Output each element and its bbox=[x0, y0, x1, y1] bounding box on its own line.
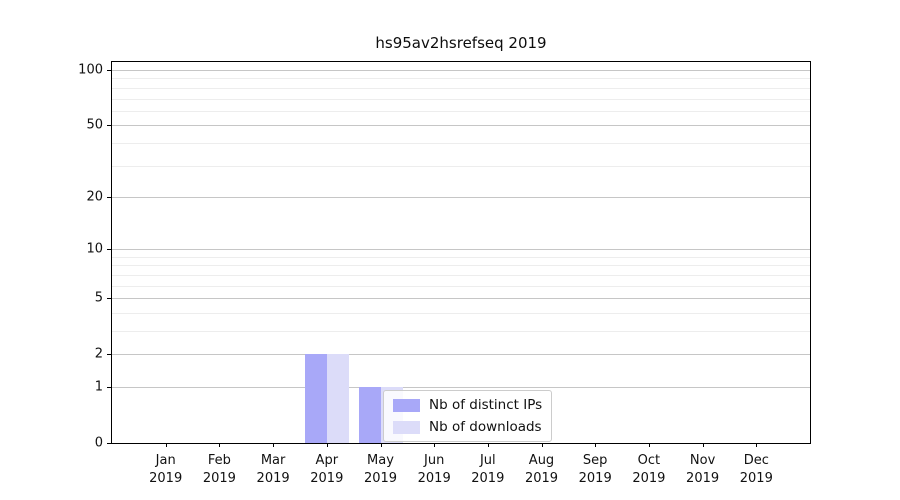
x-tick-label-line: 2019 bbox=[524, 471, 559, 486]
x-tick-label-line: May bbox=[367, 453, 394, 468]
y-tick bbox=[107, 70, 111, 71]
y-tick-label: 2 bbox=[94, 346, 103, 362]
x-tick bbox=[648, 443, 650, 447]
gridline-minor bbox=[112, 331, 810, 332]
y-tick-label: 20 bbox=[86, 189, 103, 205]
x-tick bbox=[756, 443, 758, 447]
x-tick-label: Jan 2019 bbox=[149, 452, 182, 488]
gridline-minor bbox=[112, 98, 810, 100]
x-tick-label: Feb 2019 bbox=[203, 452, 236, 488]
x-tick bbox=[595, 443, 597, 447]
x-tick-label: Apr 2019 bbox=[310, 452, 343, 488]
gridline-minor bbox=[112, 87, 810, 89]
y-tick bbox=[107, 196, 111, 198]
x-tick-label: Sep 2019 bbox=[579, 452, 612, 488]
x-tick-label-line: Aug bbox=[528, 453, 555, 468]
x-tick-label: Jul 2019 bbox=[471, 452, 504, 488]
x-tick bbox=[702, 443, 704, 447]
x-tick-label: Nov 2019 bbox=[686, 452, 719, 488]
gridline-minor bbox=[112, 142, 810, 144]
y-tick bbox=[107, 125, 111, 127]
x-tick-label-line: 2019 bbox=[471, 471, 505, 486]
y-tick bbox=[107, 443, 111, 444]
gridline-minor bbox=[112, 312, 810, 314]
x-tick bbox=[219, 443, 221, 447]
y-tick bbox=[107, 249, 111, 251]
legend-item-distinct-ips: Nb of distinct IPs bbox=[393, 397, 542, 413]
x-tick bbox=[326, 443, 328, 447]
x-tick-label: Mar 2019 bbox=[257, 452, 290, 488]
gridline-minor bbox=[112, 285, 810, 287]
chart-title: hs95av2hsrefseq 2019 bbox=[375, 34, 547, 52]
x-tick bbox=[487, 443, 489, 447]
x-tick-label-line: 2019 bbox=[739, 471, 773, 486]
legend-label-distinct-ips: Nb of distinct IPs bbox=[429, 397, 543, 413]
x-tick-label-line: Oct bbox=[637, 453, 661, 468]
gridline-minor bbox=[112, 78, 810, 80]
x-tick bbox=[434, 443, 436, 447]
gridline-major bbox=[112, 249, 810, 251]
x-tick-label: Dec 2019 bbox=[740, 452, 773, 488]
x-tick-label-line: Jul bbox=[479, 453, 496, 468]
y-tick-label: 1 bbox=[94, 379, 103, 395]
gridline-minor bbox=[112, 265, 810, 267]
gridline-major bbox=[112, 125, 810, 127]
y-tick-label: 0 bbox=[94, 435, 103, 451]
gridline-major bbox=[112, 298, 810, 300]
gridline-minor bbox=[112, 256, 810, 258]
gridline-major bbox=[112, 387, 810, 388]
legend: Nb of distinct IPs Nb of downloads bbox=[383, 390, 553, 442]
x-tick-label-line: Dec bbox=[743, 453, 769, 468]
x-tick bbox=[273, 443, 275, 447]
gridline-minor bbox=[112, 110, 810, 112]
y-tick-label: 50 bbox=[86, 117, 103, 133]
x-tick bbox=[541, 443, 543, 447]
x-tick-label-line: 2019 bbox=[417, 471, 451, 486]
x-tick-label-line: Apr bbox=[315, 453, 339, 468]
bar-distinct-ips-may bbox=[358, 387, 381, 443]
y-tick bbox=[107, 298, 111, 300]
x-tick-label-line: 2019 bbox=[578, 471, 612, 486]
legend-item-downloads: Nb of downloads bbox=[393, 419, 542, 435]
x-tick-label-line: 2019 bbox=[686, 471, 720, 486]
x-tick bbox=[165, 443, 167, 447]
y-tick bbox=[107, 387, 111, 388]
y-tick bbox=[107, 354, 111, 356]
x-tick-label-line: 2019 bbox=[149, 471, 183, 486]
bar-distinct-ips-apr bbox=[304, 354, 327, 443]
y-tick-label: 100 bbox=[78, 62, 103, 78]
x-tick-label-line: Nov bbox=[689, 453, 716, 468]
x-tick-label-line: Jun bbox=[424, 453, 445, 468]
x-tick-label-line: 2019 bbox=[632, 471, 666, 486]
x-tick-label-line: 2019 bbox=[202, 471, 236, 486]
gridline-major bbox=[112, 196, 810, 198]
legend-label-downloads: Nb of downloads bbox=[429, 419, 542, 435]
y-tick-label: 5 bbox=[94, 290, 103, 306]
x-tick-label: May 2019 bbox=[364, 452, 397, 488]
x-tick-label-line: 2019 bbox=[310, 471, 344, 486]
plot-area: Dec 2019 Nov 2019 Oct 2019 Sep 2019 Aug 2019 Jul 20… bbox=[78, 61, 811, 486]
y-tick-label: 10 bbox=[86, 241, 103, 257]
x-tick-label-line: Feb bbox=[207, 453, 231, 468]
gridline-major bbox=[112, 354, 810, 356]
x-tick-label-line: 2019 bbox=[256, 471, 290, 486]
gridline-minor bbox=[112, 165, 810, 167]
x-tick bbox=[380, 443, 382, 447]
x-tick-label: Aug 2019 bbox=[525, 452, 558, 488]
gridline-minor bbox=[112, 274, 810, 276]
x-tick-label-line: Sep bbox=[582, 453, 608, 468]
x-tick-label-line: Mar bbox=[260, 453, 286, 468]
legend-swatch-downloads bbox=[393, 420, 420, 434]
x-tick-label-line: 2019 bbox=[363, 471, 398, 486]
x-tick-label-line: Jan bbox=[155, 453, 176, 468]
x-tick-label: Jun 2019 bbox=[418, 452, 451, 488]
x-tick-label: Oct 2019 bbox=[632, 452, 665, 488]
gridline-major bbox=[112, 70, 810, 71]
legend-swatch-distinct-ips bbox=[393, 398, 420, 412]
bar-downloads-apr bbox=[326, 354, 349, 443]
